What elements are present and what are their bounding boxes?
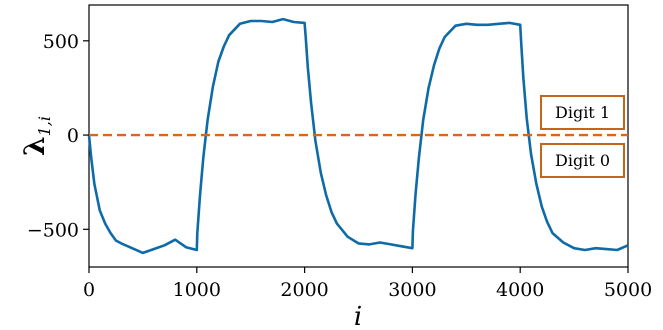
series-layer — [87, 17, 629, 255]
x-tick-label: 3000 — [388, 279, 436, 301]
plot-area: 0 1000 2000 3000 4000 5000 −500 0 500 Digit 1 D… — [27, 4, 652, 301]
y-tick-label: −500 — [27, 219, 79, 241]
annotation-label-digit-1: Digit 1 — [555, 103, 610, 122]
x-tick-label: 1000 — [173, 279, 221, 301]
y-ticks: −500 0 500 — [27, 31, 89, 241]
y-axis-label: λ1,i — [18, 116, 54, 156]
annotation-box-digit-1 — [540, 95, 625, 130]
x-tick-label: 5000 — [604, 279, 652, 301]
x-ticks: 0 1000 2000 3000 4000 5000 — [83, 267, 652, 301]
y-axis-label-main: λ — [18, 136, 51, 156]
x-tick-label: 4000 — [496, 279, 544, 301]
lambda-series-line — [87, 17, 629, 255]
x-tick-label: 0 — [83, 279, 95, 301]
annotation-digit-0: Digit 0 — [540, 143, 625, 178]
annotation-box-digit-0 — [540, 143, 625, 178]
x-axis-label: i — [354, 302, 362, 330]
y-tick-label: 500 — [43, 31, 79, 53]
y-axis-label-sub: 1,i — [35, 116, 54, 136]
annotation-digit-1: Digit 1 — [540, 95, 625, 130]
annotation-label-digit-0: Digit 0 — [555, 151, 610, 170]
x-tick-label: 2000 — [280, 279, 328, 301]
y-tick-label: 0 — [67, 125, 79, 147]
